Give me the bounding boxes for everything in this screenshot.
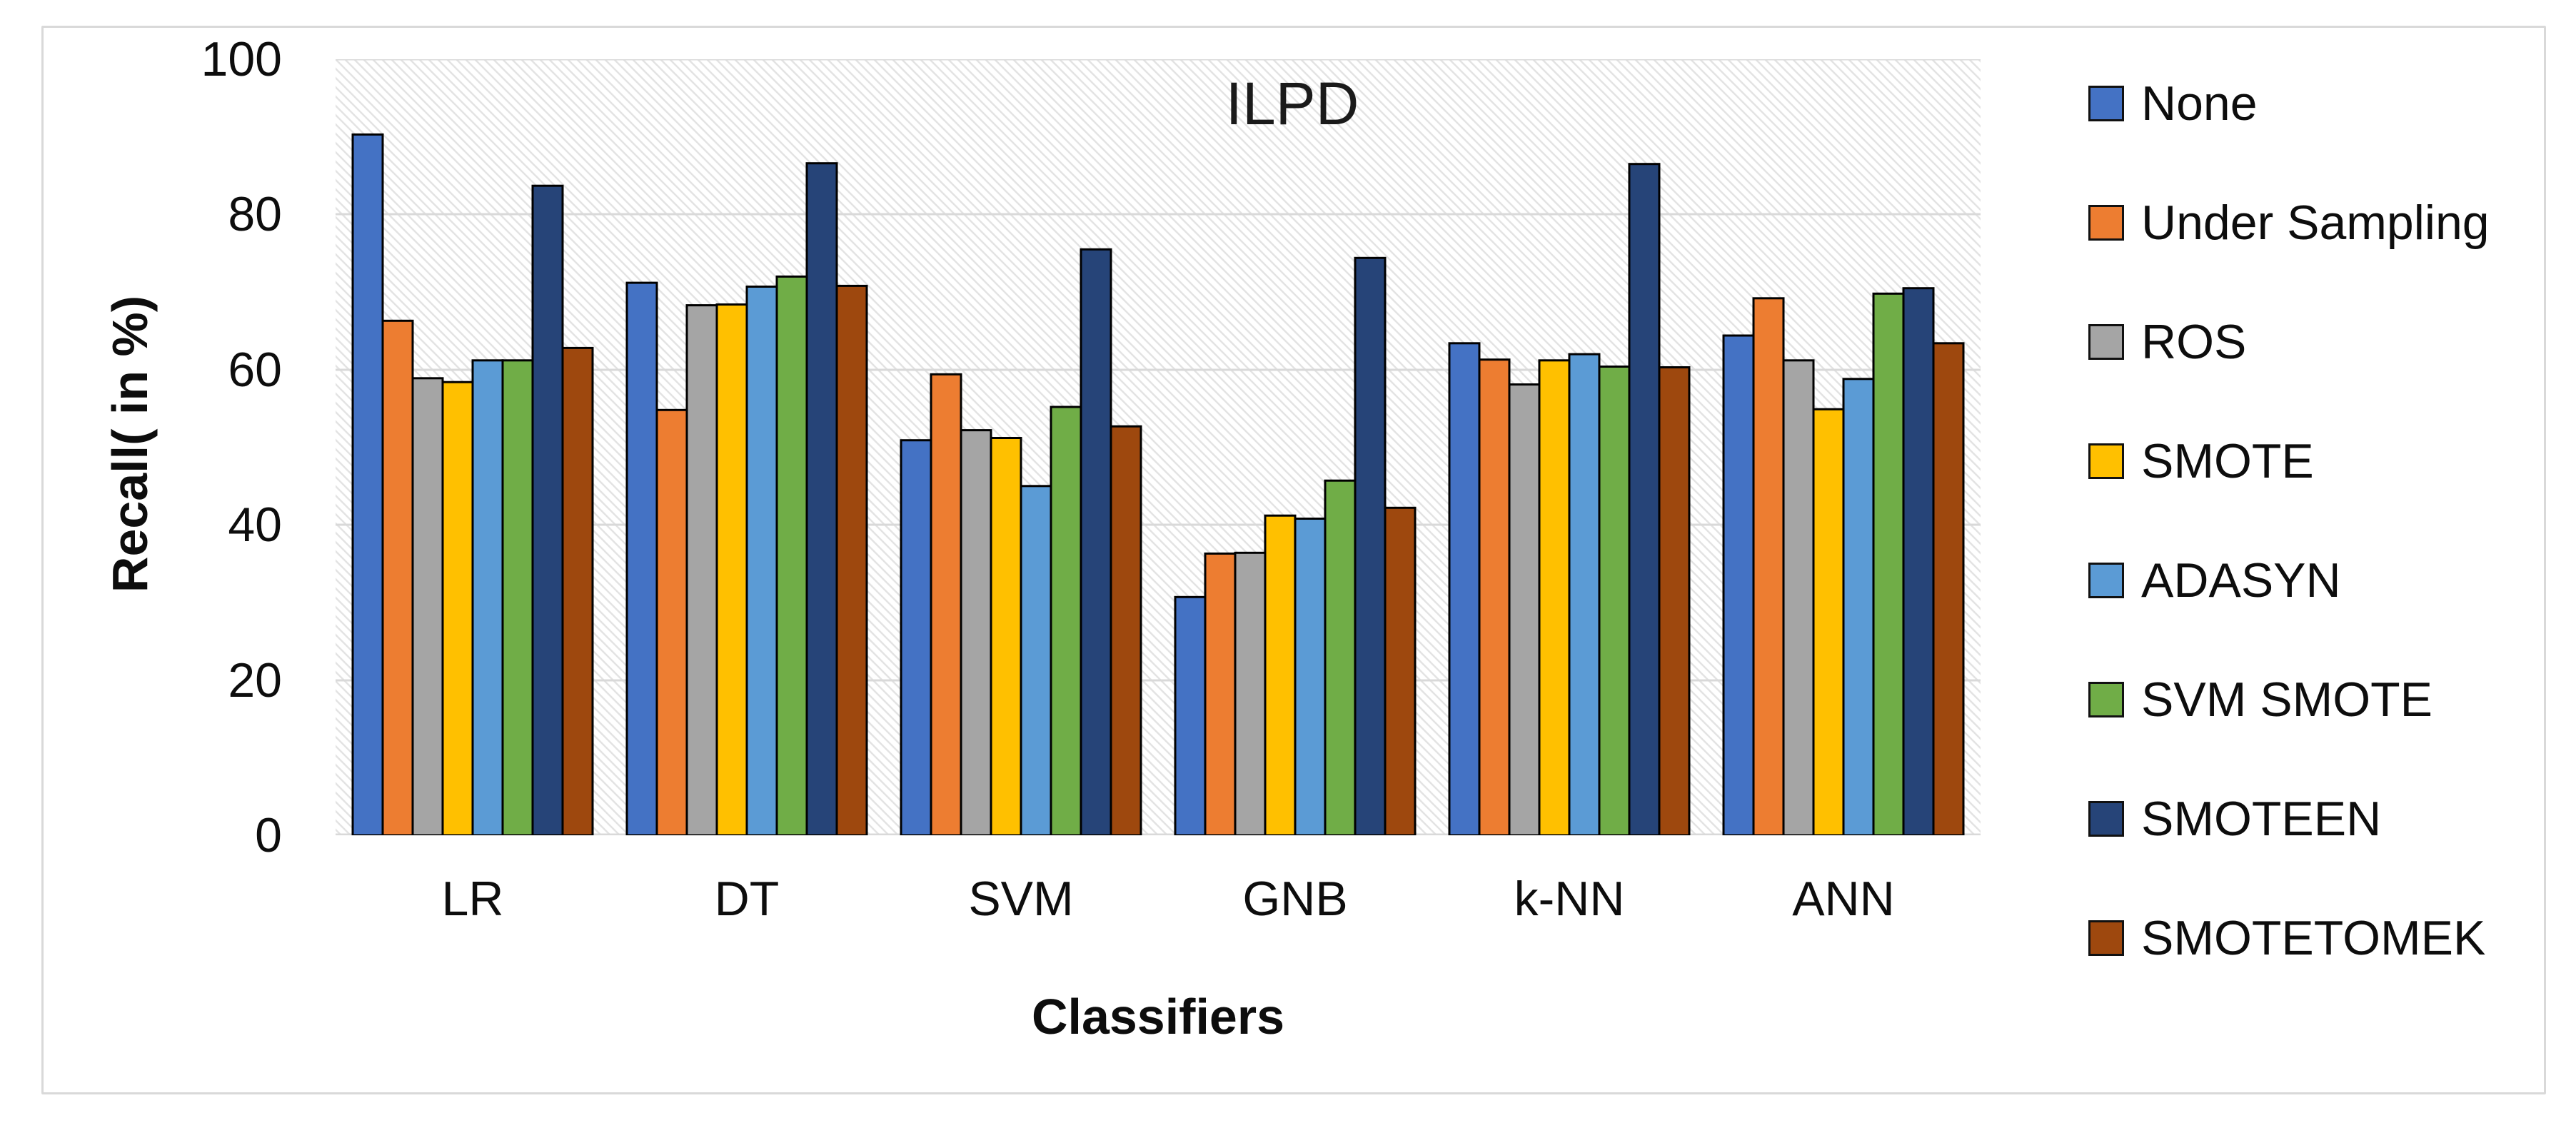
plot-hatch-background <box>336 59 1981 835</box>
legend-swatch-icon <box>2088 682 2124 717</box>
y-axis-title: Recall( in %) <box>102 295 158 593</box>
legend-item-adasyn: ADASYN <box>2088 547 2341 614</box>
bar-smoteen-k-nn <box>1628 163 1661 835</box>
bar-adasyn-ann <box>1842 378 1875 835</box>
bar-none-svm <box>900 439 932 835</box>
legend-label: Under Sampling <box>2141 196 2490 250</box>
y-tick-label-80: 80 <box>228 187 282 242</box>
bar-none-gnb <box>1174 595 1207 835</box>
bar-svm-smote-gnb <box>1324 479 1357 835</box>
plot-area <box>336 59 1981 835</box>
bar-ros-svm <box>960 429 992 835</box>
bar-ros-gnb <box>1234 551 1267 835</box>
bar-smotetomek-svm <box>1110 425 1142 835</box>
legend-swatch-icon <box>2088 86 2124 121</box>
legend-swatch-icon <box>2088 324 2124 360</box>
bar-smotetomek-k-nn <box>1658 366 1691 835</box>
legend-swatch-icon <box>2088 205 2124 241</box>
x-category-label-dt: DT <box>714 872 780 926</box>
legend-label: SMOTE <box>2141 434 2314 488</box>
legend-label: SMOTEEN <box>2141 792 2382 846</box>
legend-label: SVM SMOTE <box>2141 673 2433 727</box>
bar-smoteen-dt <box>805 162 838 835</box>
bars <box>351 133 1965 835</box>
legend-label: ADASYN <box>2141 553 2341 608</box>
bar-smote-svm <box>990 437 1022 835</box>
legend-item-smotetomek: SMOTETOMEK <box>2088 905 2485 972</box>
gridlines <box>336 59 1981 835</box>
bar-adasyn-k-nn <box>1568 353 1601 835</box>
x-axis-title: Classifiers <box>1031 989 1285 1044</box>
legend-swatch-icon <box>2088 443 2124 479</box>
legend-item-under-sampling: Under Sampling <box>2088 189 2490 256</box>
bar-smotetomek-gnb <box>1384 506 1417 835</box>
bar-none-lr <box>351 133 384 835</box>
bar-svm-smote-k-nn <box>1598 366 1631 835</box>
bar-smote-lr <box>441 381 474 835</box>
bar-plot-canvas <box>336 59 1981 835</box>
bar-none-ann <box>1722 334 1755 835</box>
bar-adasyn-lr <box>471 359 504 835</box>
y-tick-label-0: 0 <box>255 808 282 862</box>
bar-under-sampling-lr <box>381 319 414 835</box>
bar-none-dt <box>625 281 658 835</box>
chart-title: ILPD <box>1225 70 1359 137</box>
bar-svm-smote-dt <box>775 275 808 835</box>
bar-ros-lr <box>411 377 444 835</box>
bar-smotetomek-lr <box>561 346 594 835</box>
bar-ros-k-nn <box>1508 383 1541 835</box>
bar-ros-dt <box>685 304 718 835</box>
bar-under-sampling-svm <box>930 373 962 835</box>
bar-under-sampling-gnb <box>1204 552 1237 835</box>
bar-smotetomek-ann <box>1932 342 1965 835</box>
bar-smoteen-ann <box>1902 287 1935 835</box>
y-tick-label-100: 100 <box>201 32 282 86</box>
legend-item-smote: SMOTE <box>2088 428 2314 495</box>
legend-label: ROS <box>2141 315 2247 369</box>
bar-svm-smote-svm <box>1050 406 1082 835</box>
bar-svm-smote-lr <box>501 359 534 835</box>
bar-under-sampling-dt <box>655 408 688 835</box>
x-category-label-k-nn: k-NN <box>1514 872 1625 926</box>
x-category-label-svm: SVM <box>968 872 1074 926</box>
bar-smotetomek-dt <box>835 284 868 835</box>
x-category-label-ann: ANN <box>1792 872 1895 926</box>
bar-ros-ann <box>1782 359 1815 835</box>
bar-smote-dt <box>715 303 748 835</box>
bar-none-k-nn <box>1448 342 1481 835</box>
bar-adasyn-svm <box>1020 485 1052 835</box>
bar-smote-gnb <box>1264 514 1297 835</box>
bar-smote-k-nn <box>1538 359 1571 835</box>
bar-smoteen-gnb <box>1354 256 1387 835</box>
bar-svm-smote-ann <box>1872 292 1905 835</box>
bar-under-sampling-ann <box>1752 297 1785 835</box>
legend-item-smoteen: SMOTEEN <box>2088 785 2381 852</box>
x-category-label-lr: LR <box>441 872 504 926</box>
bar-smoteen-lr <box>531 184 564 835</box>
bar-adasyn-gnb <box>1294 518 1327 835</box>
legend-swatch-icon <box>2088 563 2124 598</box>
legend-label: None <box>2141 76 2258 131</box>
legend-swatch-icon <box>2088 801 2124 837</box>
x-category-label-gnb: GNB <box>1242 872 1348 926</box>
legend-item-none: None <box>2088 70 2258 137</box>
legend-item-ros: ROS <box>2088 308 2246 376</box>
y-tick-label-40: 40 <box>228 498 282 553</box>
bar-under-sampling-k-nn <box>1478 358 1511 835</box>
bar-adasyn-dt <box>745 286 778 835</box>
bar-smote-ann <box>1812 408 1845 835</box>
bar-smoteen-svm <box>1080 248 1112 835</box>
legend-item-svm-smote: SVM SMOTE <box>2088 666 2432 733</box>
legend-label: SMOTETOMEK <box>2141 911 2486 965</box>
y-tick-label-20: 20 <box>228 653 282 707</box>
y-tick-label-60: 60 <box>228 342 282 397</box>
legend-swatch-icon <box>2088 920 2124 956</box>
